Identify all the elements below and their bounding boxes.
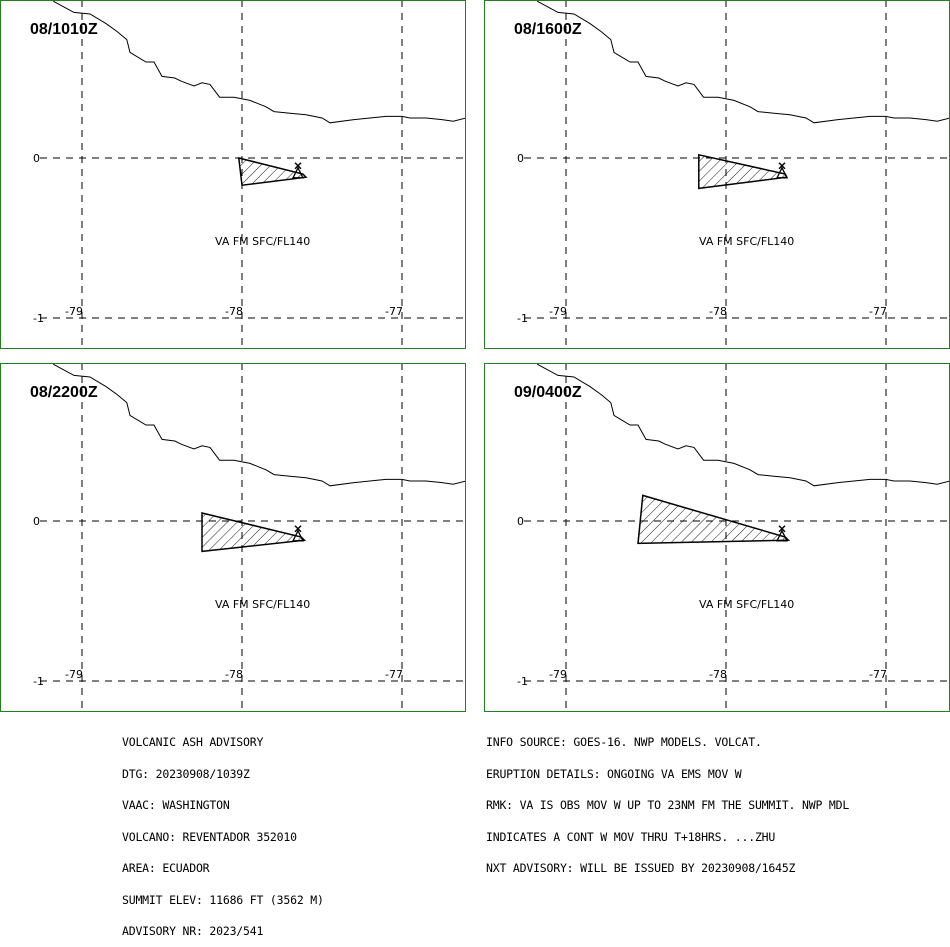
lat-tick-label: -1 <box>517 675 528 688</box>
volcano-icon <box>291 525 305 542</box>
coastline <box>52 364 465 487</box>
panel-time-title: 08/1600Z <box>514 21 582 38</box>
ash-polygon <box>237 157 308 187</box>
map-svg: 0 -1 -79 -78 -77 VA FM SFC/FL140 09/0400Z <box>484 363 950 712</box>
advisory-line: INFO SOURCE: GOES-16. NWP MODELS. VOLCAT… <box>486 735 762 749</box>
lon-tick-label: -78 <box>709 305 727 318</box>
forecast-panel-2: 0 -1 -79 -78 -77 VA FM SFC/FL140 08/1600Z <box>484 0 950 349</box>
coastline <box>536 1 949 124</box>
map-layer: 0 -1 -79 -78 -77 VA FM SFC/FL140 <box>33 1 465 348</box>
lon-tick-label: -78 <box>225 305 243 318</box>
ash-polygon <box>637 494 791 545</box>
lon-tick-label: -78 <box>225 668 243 681</box>
forecast-panel-3: 0 -1 -79 -78 -77 VA FM SFC/FL140 08/2200Z <box>0 363 466 712</box>
advisory-text-left: VOLCANIC ASH ADVISORY DTG: 20230908/1039… <box>122 716 324 947</box>
forecast-panel-1: 0 -1 -79 -78 -77 VA FM SFC/FL140 08/1010Z <box>0 0 466 349</box>
lat-tick-label: 0 <box>33 515 40 528</box>
advisory-line: VOLCANO: REVENTADOR 352010 <box>122 829 297 844</box>
advisory-line: NXT ADVISORY: WILL BE ISSUED BY 20230908… <box>486 861 796 875</box>
advisory-line: VAAC: WASHINGTON <box>122 798 230 812</box>
advisory-text-right: INFO SOURCE: GOES-16. NWP MODELS. VOLCAT… <box>486 716 849 884</box>
volcano-icon <box>775 162 789 179</box>
ash-level-label: VA FM SFC/FL140 <box>215 235 310 248</box>
map-svg: 0 -1 -79 -78 -77 VA FM SFC/FL140 08/1010Z <box>0 0 466 349</box>
map-svg: 0 -1 -79 -78 -77 VA FM SFC/FL140 08/1600Z <box>484 0 950 349</box>
ash-level-label: VA FM SFC/FL140 <box>699 598 794 611</box>
panel-time-title: 09/0400Z <box>514 384 582 401</box>
lon-tick-label: -77 <box>869 305 887 318</box>
panel-time-title: 08/2200Z <box>30 384 98 401</box>
ash-level-label: VA FM SFC/FL140 <box>699 235 794 248</box>
advisory-line: ERUPTION DETAILS: ONGOING VA EMS MOV W <box>486 766 742 781</box>
lon-tick-label: -78 <box>709 668 727 681</box>
advisory-line: SUMMIT ELEV: 11686 FT (3562 M) <box>122 892 324 907</box>
lon-tick-label: -79 <box>549 668 567 681</box>
lat-tick-label: -1 <box>517 312 528 325</box>
advisory-line: AREA: ECUADOR <box>122 861 210 875</box>
lon-tick-label: -77 <box>385 305 403 318</box>
advisory-line: ADVISORY NR: 2023/541 <box>122 924 264 938</box>
lat-tick-label: -1 <box>33 312 44 325</box>
panel-frame <box>0 0 466 349</box>
lat-tick-label: 0 <box>517 152 524 165</box>
forecast-panel-4: 0 -1 -79 -78 -77 VA FM SFC/FL140 09/0400Z <box>484 363 950 712</box>
map-layer: 0 -1 -79 -78 -77 VA FM SFC/FL140 <box>33 364 465 711</box>
ash-polygon <box>698 153 788 190</box>
volcano-icon <box>775 525 789 542</box>
panel-frame <box>0 363 466 712</box>
map-layer: 0 -1 -79 -78 -77 VA FM SFC/FL140 <box>517 364 949 711</box>
map-svg: 0 -1 -79 -78 -77 VA FM SFC/FL140 08/2200Z <box>0 363 466 712</box>
advisory-line: VOLCANIC ASH ADVISORY <box>122 735 264 749</box>
map-layer: 0 -1 -79 -78 -77 VA FM SFC/FL140 <box>517 1 949 348</box>
lon-tick-label: -79 <box>549 305 567 318</box>
ash-polygon <box>201 512 307 553</box>
lat-tick-label: -1 <box>33 675 44 688</box>
panel-time-title: 08/1010Z <box>30 21 98 38</box>
advisory-line: DTG: 20230908/1039Z <box>122 766 250 781</box>
lon-tick-label: -79 <box>65 305 83 318</box>
advisory-line: INDICATES A CONT W MOV THRU T+18HRS. ...… <box>486 829 776 844</box>
ash-level-label: VA FM SFC/FL140 <box>215 598 310 611</box>
lon-tick-label: -79 <box>65 668 83 681</box>
volcano-icon <box>291 162 305 179</box>
lat-tick-label: 0 <box>517 515 524 528</box>
lat-tick-label: 0 <box>33 152 40 165</box>
lon-tick-label: -77 <box>385 668 403 681</box>
coastline <box>536 364 949 487</box>
lon-tick-label: -77 <box>869 668 887 681</box>
advisory-line: RMK: VA IS OBS MOV W UP TO 23NM FM THE S… <box>486 798 850 812</box>
coastline <box>52 1 465 124</box>
